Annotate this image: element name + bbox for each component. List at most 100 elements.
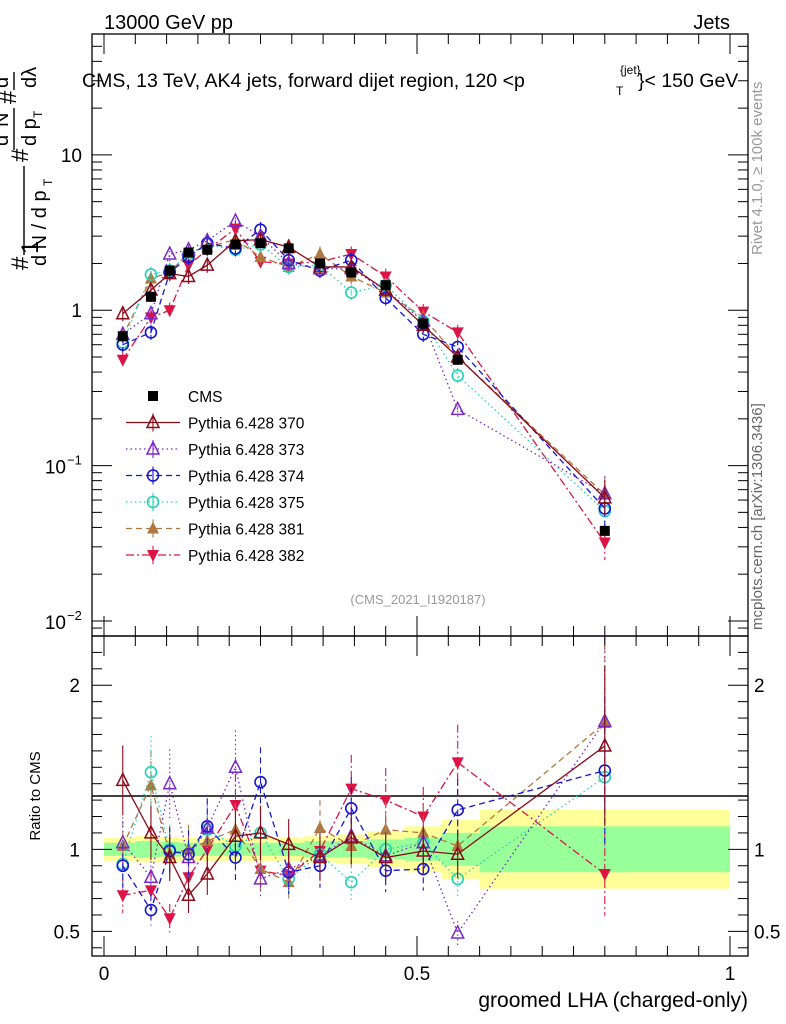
ratio-point [144, 885, 157, 898]
legend-entry-p370: Pythia 6.428 370 [126, 413, 305, 433]
svg-text:d: d [0, 77, 13, 88]
data-point [380, 280, 391, 291]
svg-text:d: d [0, 135, 13, 146]
series-line-p382 [122, 227, 606, 543]
data-point [115, 305, 130, 320]
data-point [254, 250, 267, 263]
legend-marker [148, 391, 158, 401]
data-point [145, 291, 156, 302]
ratio-series-p373 [115, 633, 613, 946]
data-point [418, 318, 429, 329]
legend-label: Pythia 6.428 375 [188, 495, 304, 512]
ratio-point [598, 868, 611, 881]
data-point [181, 267, 196, 283]
ratio-point [143, 824, 159, 839]
series-line-p370 [122, 238, 606, 499]
data-point [162, 245, 177, 260]
data-point [228, 212, 243, 227]
data-point [314, 258, 325, 269]
legend-entry-p382: Pythia 6.428 382 [126, 546, 304, 565]
ratio-panel: 0.5 0.5 1 1 2 2 0 0.5 1 [54, 633, 780, 985]
ratio-point [378, 848, 393, 864]
svg-text:CMS, 13 TeV, AK4 jets, forward: CMS, 13 TeV, AK4 jets, forward dijet reg… [82, 70, 525, 92]
main-y-axis-label: # 1 d N / d p T # d 2 N d p T # d dλ [0, 67, 55, 270]
legend: CMS Pythia 6.428 370 Pythia 6.428 373 Pythi… [126, 389, 305, 565]
legend-label: Pythia 6.428 374 [188, 469, 305, 486]
ratio-point [344, 875, 358, 889]
ratio-point [163, 913, 176, 926]
ratio-frame [91, 635, 749, 957]
ratio-point [253, 870, 268, 885]
ratio-point [451, 757, 464, 770]
data-point [450, 400, 465, 416]
legend-entry-p374: Pythia 6.428 374 [126, 466, 305, 486]
ratio-point [162, 775, 177, 790]
data-point [451, 327, 464, 340]
legend-marker [145, 413, 161, 429]
data-point [117, 331, 128, 342]
series-line-p373 [122, 220, 606, 495]
data-point [143, 305, 159, 320]
ratio-point [379, 795, 392, 808]
ratio-point [228, 827, 243, 842]
ratio-point [116, 890, 129, 903]
svg-text:N: N [0, 113, 13, 127]
analysis-tag: (CMS_2021_I1920187) [350, 592, 485, 607]
data-point [116, 354, 129, 367]
y-tick-label: 0.5 [54, 922, 80, 943]
data-point [200, 256, 215, 271]
main-series [115, 212, 613, 561]
data-point [144, 326, 158, 339]
ratio-point [344, 829, 359, 844]
ratio-point [162, 848, 177, 864]
x-axis-label: groomed LHA (charged-only) [478, 989, 748, 1012]
band-inner [135, 841, 161, 858]
legend-entry-p373: Pythia 6.428 373 [126, 440, 304, 459]
data-point [281, 254, 296, 270]
y-tick-label: 2 [754, 676, 765, 697]
y-tick-label: 1 [71, 301, 82, 322]
svg-text:{jet}: {jet} [620, 63, 641, 77]
ratio-point [144, 778, 157, 791]
legend-entry-p375: Pythia 6.428 375 [126, 493, 304, 512]
ratio-point [312, 848, 328, 864]
ratio-point [416, 842, 431, 857]
data-point [283, 243, 294, 254]
legend-marker [146, 495, 160, 509]
rivet-version-label: Rivet 4.1.0, ≥ 100k events [749, 82, 766, 255]
svg-text:dλ: dλ [19, 67, 41, 88]
y-tick-label: 10 −2 [45, 608, 82, 634]
svg-text:#: # [7, 148, 34, 162]
svg-text:d N / d p: d N / d p [29, 190, 51, 266]
legend-marker [147, 521, 159, 534]
data-point [313, 247, 326, 260]
data-point [182, 260, 195, 273]
svg-text:}< 150 GeV: }< 150 GeV [638, 70, 738, 92]
header-right: Jets [693, 12, 730, 34]
ratio-point [116, 859, 130, 873]
legend-entry-CMS: CMS [148, 389, 222, 406]
ratio-point [313, 821, 326, 833]
ratio-point [451, 803, 464, 817]
ratio-point [200, 819, 215, 834]
legend-label: Pythia 6.428 370 [188, 416, 305, 433]
ratio-series-p370 [115, 665, 613, 914]
series-line-p381 [122, 238, 606, 496]
legend-entry-p381: Pythia 6.428 381 [126, 519, 304, 539]
data-point [144, 268, 158, 281]
ratio-line-p370 [122, 745, 606, 897]
data-point [164, 265, 175, 276]
legend-label: CMS [188, 389, 222, 406]
svg-text:d p: d p [19, 118, 41, 146]
data-point [183, 247, 194, 258]
ratio-point [200, 865, 215, 880]
ratio-point [253, 824, 268, 839]
ratio-point [181, 886, 196, 902]
legend-marker [145, 440, 161, 455]
ratio-point [450, 924, 465, 939]
data-point [379, 271, 392, 284]
ratio-point [228, 758, 243, 774]
x-tick-label: 0.5 [404, 964, 430, 985]
y-tick-label: 1 [69, 840, 80, 861]
